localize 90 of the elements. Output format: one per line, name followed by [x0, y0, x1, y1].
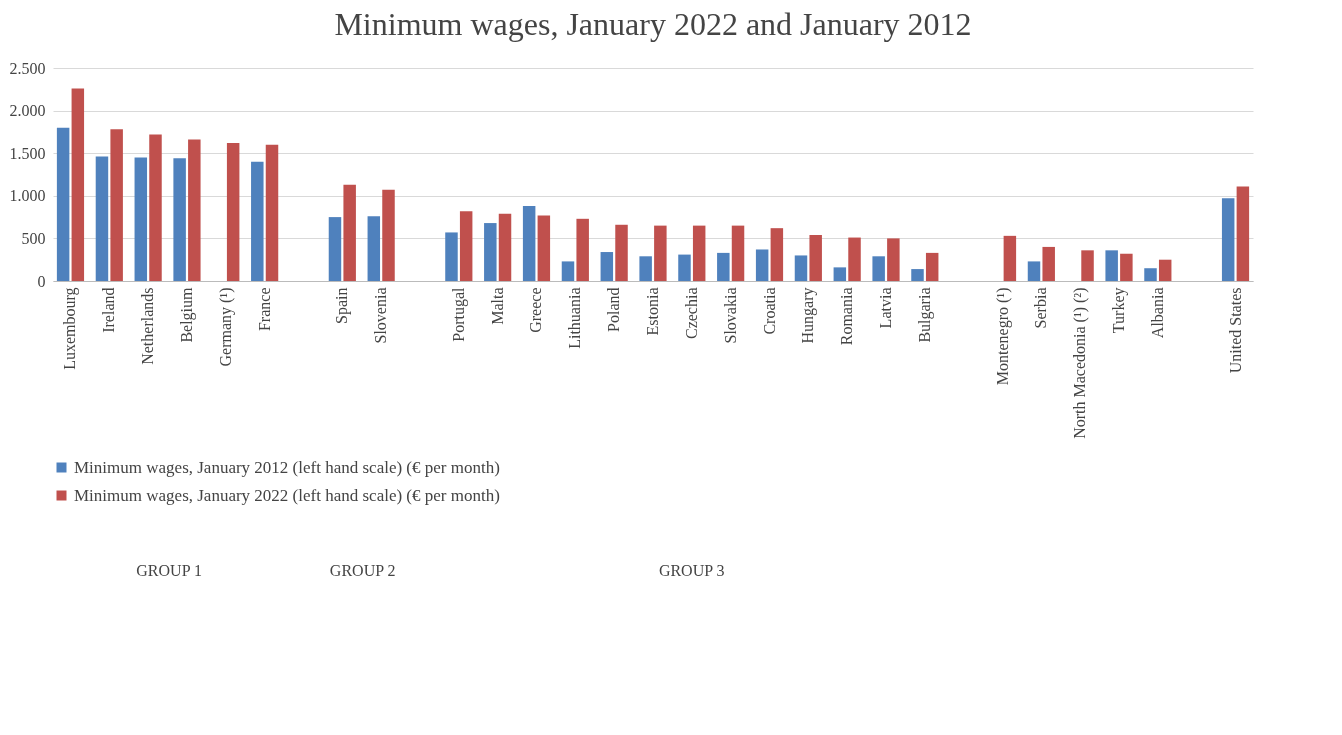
x-tick-label: Ireland — [100, 287, 118, 333]
x-tick-label: Serbia — [1032, 287, 1050, 329]
bar — [872, 256, 885, 281]
chart-title: Minimum wages, January 2022 and January 2012 — [334, 6, 972, 42]
bar — [600, 252, 614, 281]
bar — [925, 252, 939, 281]
y-tick-label: 2.500 — [9, 59, 46, 77]
x-tick-label: Bulgaria — [915, 287, 934, 343]
bar — [343, 184, 356, 281]
bar — [1003, 235, 1017, 281]
bar — [522, 206, 536, 281]
bar — [639, 256, 652, 281]
y-tick-label: 2.000 — [9, 102, 46, 120]
text: GROUP 3 — [658, 562, 725, 579]
x-tick-label: Czechia — [682, 287, 700, 340]
x-tick-label: Poland — [605, 287, 623, 332]
x-tick-label: Slovenia — [372, 287, 390, 344]
bar — [561, 261, 575, 281]
bar — [794, 255, 808, 281]
bar — [1042, 246, 1055, 281]
bar — [173, 158, 186, 281]
bar — [95, 156, 109, 281]
bar — [459, 211, 473, 281]
bar — [445, 232, 458, 281]
x-tick-label: Croatia — [760, 287, 778, 335]
bar — [678, 254, 691, 281]
x-tick-label: Malta — [488, 287, 506, 325]
bar — [134, 157, 148, 281]
x-tick-label: Lithuania — [566, 287, 584, 349]
bar — [1027, 261, 1041, 281]
bar — [731, 225, 745, 281]
x-tick-label: Estonia — [644, 287, 661, 336]
bar — [1144, 268, 1157, 281]
bar — [110, 129, 123, 281]
y-tick-label: 1.500 — [9, 144, 46, 162]
bar — [1221, 198, 1235, 281]
x-tick-label: Albania — [1148, 287, 1166, 339]
bar — [755, 249, 769, 281]
bar — [226, 142, 240, 281]
bar — [537, 215, 551, 281]
y-tick-label: 0 — [37, 272, 46, 290]
x-tick-label: Montenegro (¹) — [993, 287, 1012, 386]
bar — [265, 144, 279, 281]
bar — [717, 252, 730, 281]
x-tick-label: Turkey — [1110, 287, 1129, 334]
x-tick-label: Portugal — [449, 286, 468, 342]
x-tick-label: Romania — [838, 287, 856, 346]
bar — [328, 217, 342, 281]
bar — [911, 269, 924, 281]
bar — [188, 139, 201, 281]
bar — [251, 161, 264, 281]
bar — [56, 127, 70, 281]
bar — [833, 267, 847, 281]
bar — [498, 213, 512, 281]
legend-label: Minimum wages, January 2022 (left hand scale) (€ per month) — [74, 485, 500, 505]
x-tick-label: North Macedonia (¹) (²) — [1071, 287, 1090, 439]
bar — [770, 228, 784, 281]
legend-label: Minimum wages, January 2012 (left hand scale) (€ per month) — [74, 457, 500, 477]
bar — [1158, 259, 1172, 281]
x-tick-label: Spain — [333, 287, 352, 324]
bar — [615, 224, 628, 281]
x-tick-label: Germany (¹) — [216, 287, 235, 367]
bar — [367, 216, 381, 281]
bar — [1105, 250, 1118, 281]
x-tick-label: Hungary — [799, 287, 818, 344]
text: GROUP 2 — [329, 562, 396, 579]
x-tick-label: United States — [1226, 287, 1244, 374]
bar — [692, 225, 706, 281]
x-tick-label: Luxembourg — [61, 287, 80, 370]
y-tick-label: 500 — [21, 229, 46, 247]
bar — [71, 88, 85, 281]
bar — [1081, 250, 1094, 281]
bar — [576, 218, 589, 281]
x-tick-label: France — [255, 287, 273, 332]
x-tick-label: Slovakia — [721, 287, 739, 344]
text: GROUP 1 — [136, 562, 202, 579]
x-tick-label: Latvia — [877, 287, 895, 329]
bar — [1236, 186, 1250, 281]
bar — [1120, 253, 1133, 281]
bar — [484, 223, 497, 281]
bar — [848, 237, 861, 281]
bar — [887, 238, 900, 281]
x-tick-label: Greece — [527, 287, 545, 333]
x-tick-label: Netherlands — [139, 287, 157, 365]
bar — [149, 134, 162, 281]
bar — [809, 234, 822, 281]
y-tick-label: 1.000 — [9, 187, 46, 205]
bar — [654, 225, 667, 281]
bar — [382, 189, 395, 281]
x-tick-label: Belgium — [177, 286, 196, 343]
